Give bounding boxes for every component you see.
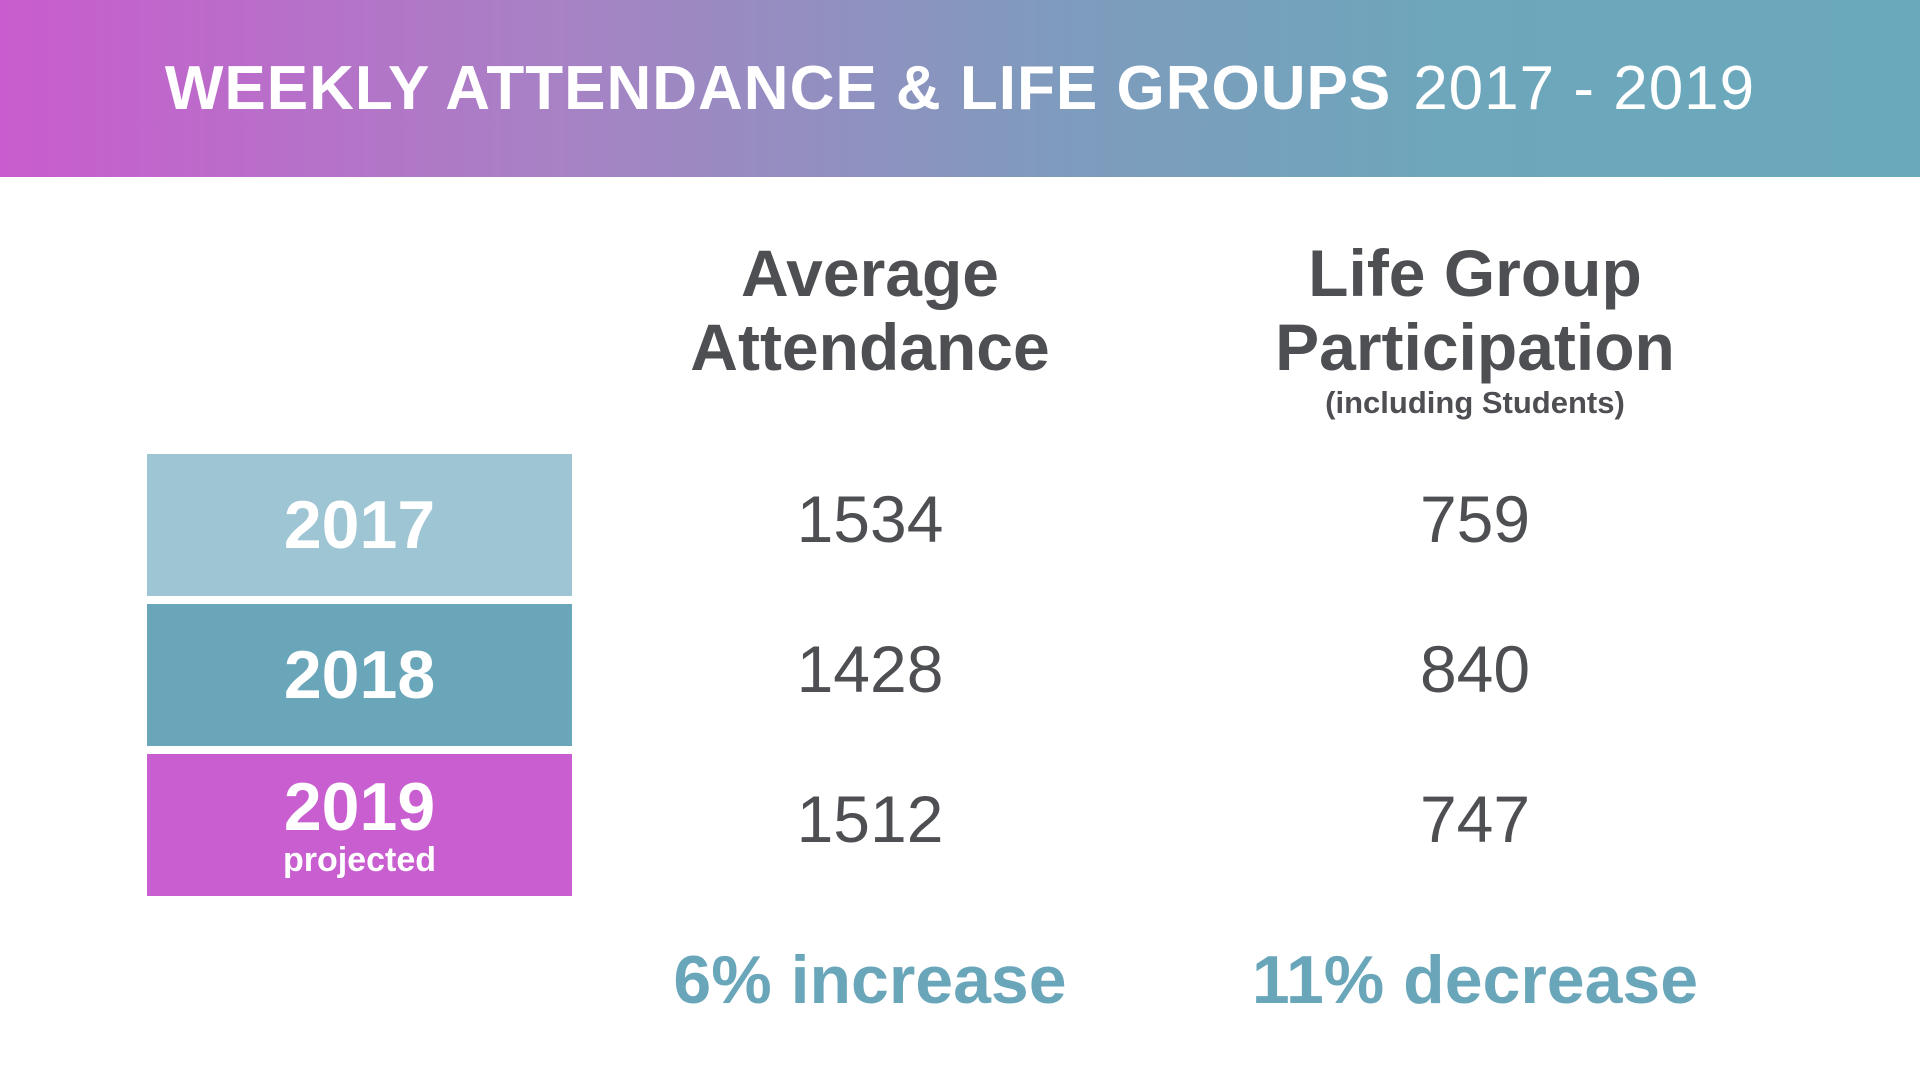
attendance-value-2018: 1428 bbox=[796, 632, 944, 706]
header-banner: WEEKLY ATTENDANCE & LIFE GROUPS 2017 - 2… bbox=[0, 0, 1920, 177]
column-header-line1: Average bbox=[740, 236, 1000, 310]
year-box-2019: 2019 projected bbox=[147, 754, 572, 896]
header-years: 2017 - 2019 bbox=[1413, 54, 1756, 123]
attendance-change: 6% increase bbox=[673, 942, 1067, 1018]
year-box-2018: 2018 bbox=[147, 604, 572, 746]
attendance-value-2017: 1534 bbox=[796, 482, 944, 556]
year-label: 2019 bbox=[283, 769, 436, 845]
life-group-value-2018: 840 bbox=[1419, 632, 1531, 706]
attendance-value-2019: 1512 bbox=[796, 782, 944, 856]
life-group-change: 11% decrease bbox=[1251, 942, 1699, 1018]
column-header-line1: Life Group bbox=[1308, 236, 1642, 310]
year-note: projected bbox=[282, 841, 437, 879]
year-label: 2018 bbox=[283, 637, 436, 713]
column-header-sublabel: (including Students) bbox=[1325, 385, 1625, 420]
year-box-2017: 2017 bbox=[147, 454, 572, 596]
column-header-line2: Attendance bbox=[690, 310, 1050, 384]
year-label: 2017 bbox=[283, 487, 436, 563]
column-header-attendance: Average Attendance bbox=[630, 236, 1110, 384]
column-header-line2: Participation bbox=[1275, 310, 1675, 384]
header-title: WEEKLY ATTENDANCE & LIFE GROUPS bbox=[164, 54, 1392, 123]
life-group-value-2017: 759 bbox=[1419, 482, 1531, 556]
column-header-life-groups: Life Group Participation (including Stud… bbox=[1215, 236, 1735, 422]
life-group-value-2019: 747 bbox=[1419, 782, 1531, 856]
